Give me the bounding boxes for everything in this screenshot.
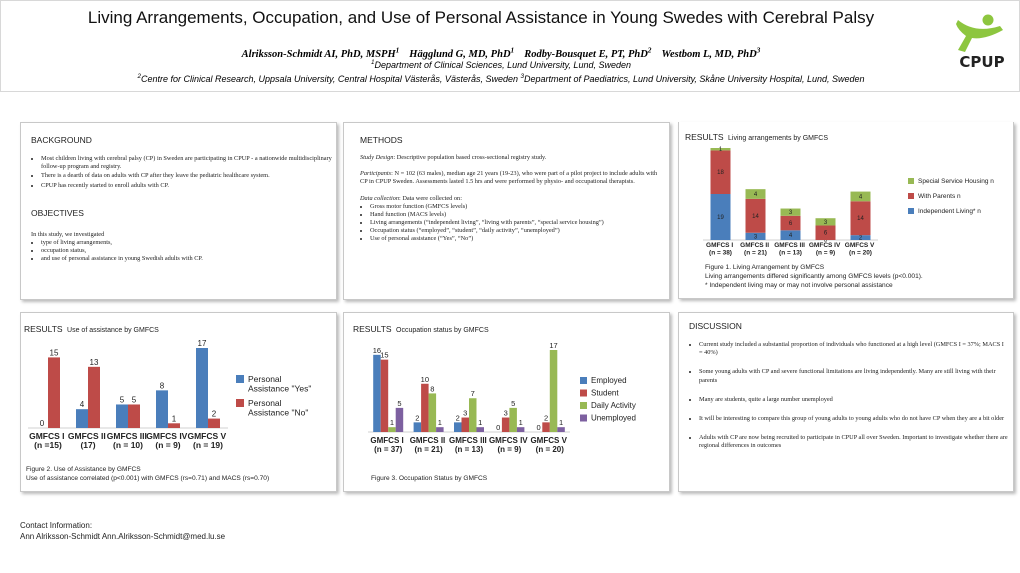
author-name: Rodby-Bousquet E, PT, PhD [524,48,648,60]
author-name: Hägglund G, MD, PhD [409,48,511,60]
text: In this study, we investigated [31,231,105,238]
superscript: 3 [756,45,761,54]
bullet: Current study included a substantial pro… [699,341,1009,357]
panel: RESULTS Living arrangements by GMFCS Fig… [678,122,1014,299]
chart-title: Use of assistance by GMFCS [67,327,159,334]
superscript: 1 [395,45,400,54]
bullet: Adults with CP are now being recruited t… [699,434,1009,450]
author: Alriksson-Schmidt AI, PhD, MSPH1 [241,45,400,60]
bullet: type of living arrangements, [41,239,341,247]
bullet: Gross motor function (GMFCS levels) [370,203,660,211]
bullet: Living arrangements (“independent living… [370,219,660,227]
heading: BACKGROUND [31,135,92,145]
title: Living Arrangements, Occupation, and Use… [87,8,875,27]
author-name: Alriksson-Schmidt AI, PhD, MSPH [241,48,396,60]
bullet: Occupation status (“employed”, “student”… [370,227,660,235]
caption: Figure 2. Use of Assistance by GMFCS [26,466,141,473]
panel: RESULTS Occupation status by GMFCS Figur… [343,312,670,492]
methods-text: Study Design: Descriptive population bas… [360,154,660,252]
header: Living Arrangements, Occupation, and Use… [0,0,1020,92]
panel: METHODS Study Design: Descriptive popula… [343,122,670,300]
superscript: 1 [510,45,515,54]
section-label: RESULTS [24,324,63,334]
bullet: occupation status, [41,247,341,255]
bullet: Hand function (MACS levels) [370,211,660,219]
note: * Independent living may or may not invo… [705,282,893,289]
caption: Figure 1. Living Arrangement by GMFCS [705,264,825,271]
bullet: It will be interesting to compare this g… [699,415,1009,423]
text: : N = 102 (63 males), median age 21 year… [360,170,658,186]
affiliations: 2Centre for Clinical Research, Uppsala U… [1,73,1001,84]
author: Westbom L, MD, PhD3 [661,45,760,60]
superscript: 1 [371,59,375,66]
label: Study Design [360,154,394,161]
bullet: CPUP has recently started to enroll adul… [41,182,341,190]
bullet-list: Gross motor function (GMFCS levels)Hand … [360,203,660,244]
paragraph: Study Design: Descriptive population bas… [360,154,660,162]
text: : Data were collected on: [399,194,462,202]
chart-title: Living arrangements by GMFCS [728,135,829,142]
panel: BACKGROUND Most children living with cer… [20,122,337,300]
paragraph: Participants: N = 102 (63 males), median… [360,170,660,186]
authors: Alriksson-Schmidt AI, PhD, MSPH1 Hägglund… [1,45,1001,60]
chart-heading: RESULTS Occupation status by GMFCS [353,319,489,337]
bullet: Most children living with cerebral palsy… [41,155,341,171]
bullet: Many are students, quite a large number … [699,396,1009,404]
caption: Figure 3. Occupation Status by GMFCS [371,475,488,482]
affiliation: Department of Clinical Sciences, Lund Un… [374,60,631,70]
heading: DISCUSSION [689,321,742,331]
paragraph: Data collection: Data were collected on:… [360,195,660,244]
label: Data collection [360,194,399,202]
heading: METHODS [360,135,403,145]
panel: RESULTS Use of assistance by GMFCS Figur… [20,312,337,492]
text: : Descriptive population based cross-sec… [393,154,547,161]
contact-text: Ann Alriksson-Schmidt Ann.Alriksson-Schm… [20,532,226,541]
bullet: Some young adults with CP and severe fun… [699,368,1009,384]
author-name: Westbom L, MD, PhD [661,48,757,60]
section-label: RESULTS [685,132,724,142]
chart-heading: RESULTS Living arrangements by GMFCS [685,127,828,145]
affiliation: Department of Paediatrics, Lund Universi… [524,74,865,84]
bullet: and use of personal assistance in young … [41,255,341,263]
note: Use of assistance correlated (p<0.001) w… [26,475,270,482]
superscript: 3 [520,73,524,80]
bullet-list: type of living arrangements,occupation s… [25,239,341,264]
chart-title: Occupation status by GMFCS [396,327,489,334]
author: Hägglund G, MD, PhD1 [409,45,514,60]
affiliations: 1Department of Clinical Sciences, Lund U… [1,59,1001,70]
panel: DISCUSSION Current study included a subs… [678,312,1014,492]
contact-heading: Contact Information: [20,521,93,530]
bullet: There is a dearth of data on adults with… [41,172,341,180]
bullet: Use of personal assistance (“Yes”, “No”) [370,235,660,243]
section-label: RESULTS [353,324,392,334]
heading: OBJECTIVES [31,208,84,218]
bullet-list: Current study included a substantial pro… [683,341,1009,461]
superscript: 2 [647,45,652,54]
affiliation: Centre for Clinical Research, Uppsala Un… [140,74,521,84]
chart-heading: RESULTS Use of assistance by GMFCS [24,319,159,337]
label: Participants [360,170,392,178]
bullet-list: Most children living with cerebral palsy… [25,155,341,191]
superscript: 2 [137,73,141,80]
author: Rodby-Bousquet E, PT, PhD2 [524,45,651,60]
note: Living arrangements differed significant… [705,273,923,280]
